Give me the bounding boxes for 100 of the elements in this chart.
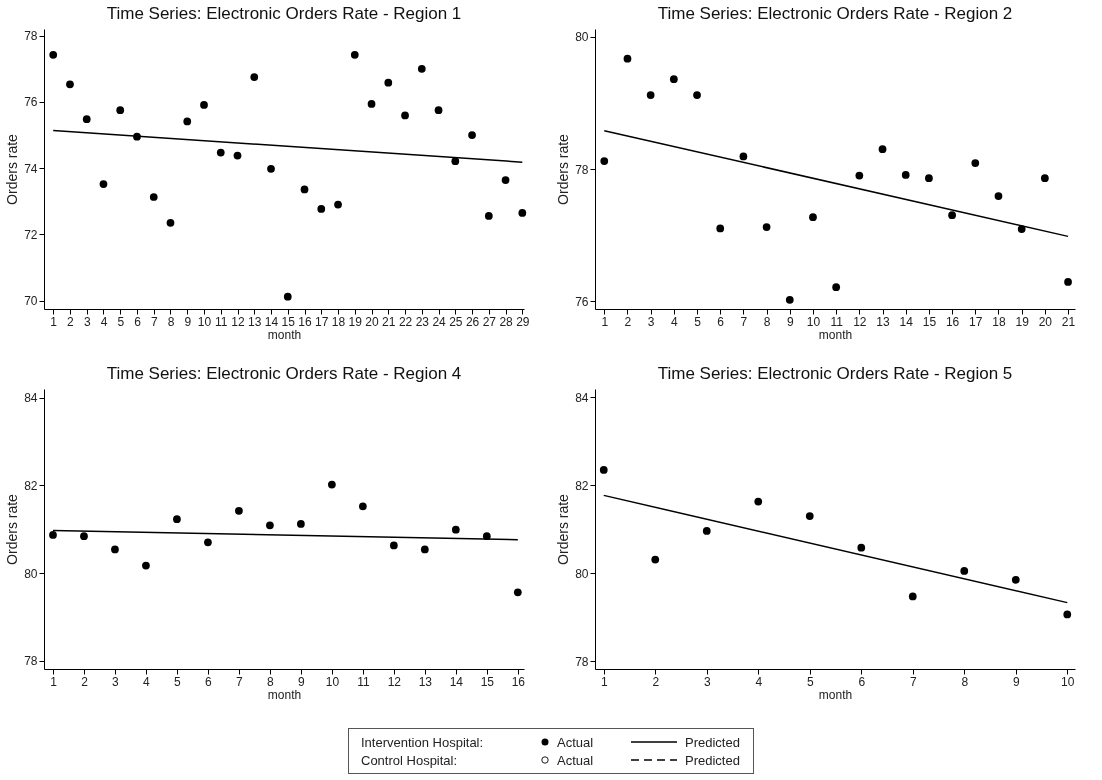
x-tick-label: 28 (499, 314, 514, 329)
x-tick-label: 13 (876, 314, 891, 329)
x-tick-label: 16 (298, 314, 313, 329)
x-tick-label: 13 (418, 674, 433, 689)
x-tick-label: 9 (184, 314, 192, 329)
x-tick-label: 26 (465, 314, 480, 329)
point (204, 538, 212, 547)
x-tick-label: 4 (143, 674, 151, 689)
y-tick-label: 82 (575, 478, 589, 493)
y-tick-label: 70 (24, 294, 38, 309)
point (739, 152, 748, 161)
x-tick-label: 10 (325, 674, 340, 689)
point (1011, 575, 1020, 584)
point (451, 525, 460, 534)
y-tick-label: 82 (24, 478, 38, 493)
point (501, 176, 510, 184)
x-tick-label: 10 (806, 314, 821, 329)
y-tick-label: 84 (575, 390, 589, 405)
point (99, 180, 108, 188)
y-tick-label: 76 (24, 95, 38, 110)
x-axis-title: month (267, 327, 302, 342)
y-tick-label: 80 (575, 30, 589, 45)
point (149, 193, 158, 201)
point (66, 80, 74, 89)
point (401, 111, 409, 120)
point (908, 592, 917, 601)
point (451, 157, 460, 166)
point (754, 497, 763, 506)
x-tick-label: 24 (432, 314, 447, 329)
x-tick-label: 5 (694, 314, 702, 329)
x-axis-title: month (818, 687, 853, 702)
x-tick-label: 5 (174, 674, 182, 689)
point (235, 506, 243, 515)
point (600, 157, 609, 165)
x-tick-label: 20 (1038, 314, 1053, 329)
x-tick-label: 13 (248, 314, 262, 329)
point (420, 545, 429, 554)
x-tick-label: 10 (1061, 674, 1075, 689)
point (716, 224, 725, 233)
point (809, 213, 817, 222)
x-tick-label: 12 (231, 314, 245, 329)
x-tick-label: 5 (806, 674, 814, 689)
point (367, 100, 376, 108)
x-tick-label: 7 (740, 314, 748, 329)
point (297, 520, 305, 528)
x-tick-label: 2 (81, 674, 89, 689)
point (762, 223, 771, 231)
x-tick-label: 6 (134, 314, 142, 329)
x-axis-title: month (267, 687, 302, 702)
x-tick-label: 12 (387, 674, 402, 689)
point (283, 292, 292, 301)
point (358, 502, 367, 511)
point (948, 211, 956, 220)
chart-title: Time Series: Electronic Orders Rate - Region 4 (106, 364, 462, 383)
x-tick-label: 17 (315, 314, 329, 329)
x-tick-label: 15 (480, 674, 495, 689)
point (518, 209, 527, 217)
x-tick-label: 17 (969, 314, 983, 329)
x-tick-label: 11 (830, 314, 844, 329)
y-tick-label: 80 (24, 566, 38, 581)
x-tick-label: 21 (1061, 314, 1076, 329)
point (669, 75, 678, 84)
x-tick-label: 10 (197, 314, 212, 329)
x-tick-label: 21 (382, 314, 396, 329)
point (646, 91, 655, 99)
x-tick-label: 3 (112, 674, 120, 689)
point (971, 159, 980, 167)
point (317, 205, 326, 213)
x-tick-label: 15 (922, 314, 937, 329)
point (1040, 174, 1049, 183)
point (389, 541, 398, 550)
x-tick-label: 19 (1015, 314, 1030, 329)
point (832, 283, 841, 292)
point (855, 171, 864, 180)
x-tick-label: 15 (281, 314, 296, 329)
y-axis-title: Orders rate (555, 133, 572, 205)
point (266, 521, 274, 530)
chart-title: Time Series: Electronic Orders Rate - Region 5 (657, 364, 1013, 383)
x-tick-label: 11 (215, 314, 228, 329)
x-tick-label: 25 (449, 314, 463, 329)
point (805, 512, 814, 520)
x-tick-label: 2 (67, 314, 75, 329)
x-tick-label: 2 (652, 674, 660, 689)
x-tick-label: 8 (267, 674, 275, 689)
point (80, 532, 88, 541)
x-tick-label: 1 (50, 314, 58, 329)
point (513, 588, 522, 597)
point (925, 174, 933, 183)
point (166, 218, 175, 227)
point (142, 561, 150, 570)
x-tick-label: 8 (167, 314, 175, 329)
y-tick-label: 78 (575, 654, 589, 669)
x-tick-label: 22 (398, 314, 413, 329)
y-tick-label: 78 (24, 29, 38, 44)
point (468, 131, 476, 139)
point (49, 50, 58, 59)
point (693, 91, 701, 99)
x-tick-label: 3 (703, 674, 711, 689)
x-tick-label: 16 (511, 674, 526, 689)
x-tick-label: 12 (853, 314, 867, 329)
